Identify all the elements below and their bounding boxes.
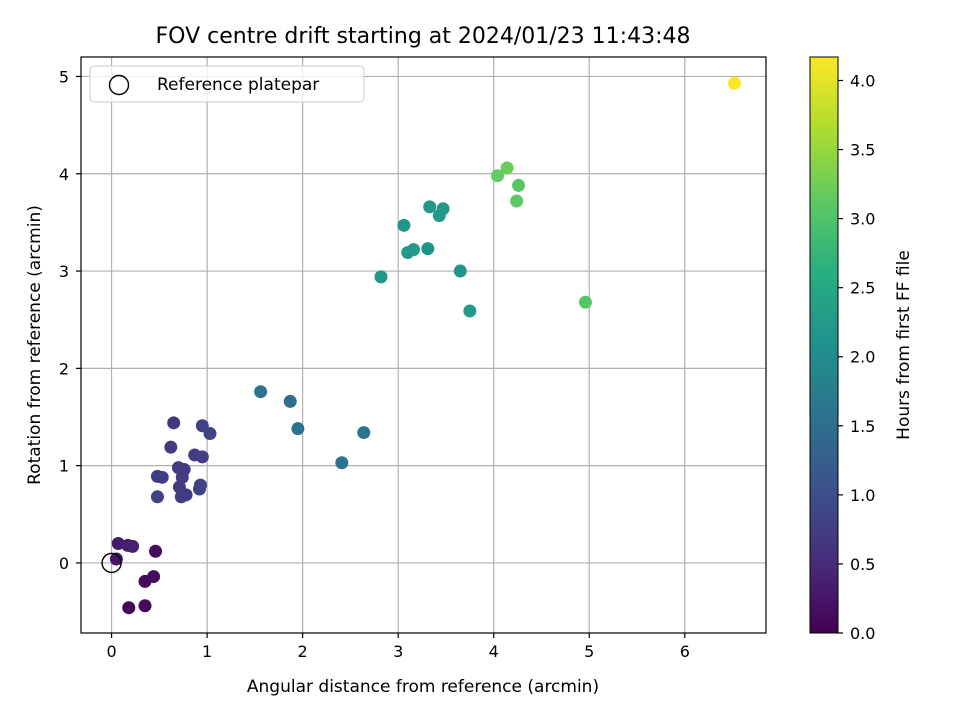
data-point bbox=[397, 218, 411, 232]
data-point bbox=[500, 161, 514, 175]
data-point bbox=[357, 426, 371, 440]
data-point bbox=[122, 601, 136, 615]
data-point bbox=[177, 463, 191, 477]
data-point bbox=[109, 552, 123, 566]
data-points bbox=[109, 76, 741, 615]
data-point bbox=[192, 482, 206, 496]
colorbar: 0.0 0.5 1.0 1.5 2.0 2.5 3.0 3.5 4.0 Hours from f… bbox=[809, 56, 914, 643]
data-point bbox=[167, 416, 181, 430]
x-tick-label: 0 bbox=[106, 642, 116, 661]
y-tick-label: 5 bbox=[59, 67, 69, 86]
data-point bbox=[463, 304, 477, 318]
colorbar-tick-label: 0.0 bbox=[850, 624, 875, 643]
colorbar-tick-label: 3.5 bbox=[850, 141, 875, 160]
grid-lines bbox=[81, 57, 766, 633]
data-point bbox=[510, 194, 524, 208]
y-axis-label: Rotation from reference (arcmin) bbox=[25, 205, 45, 485]
data-point bbox=[491, 169, 505, 183]
colorbar-tick-label: 3.0 bbox=[850, 210, 875, 229]
x-tick-label: 1 bbox=[202, 642, 212, 661]
colorbar-tick-label: 1.0 bbox=[850, 486, 875, 505]
legend-box bbox=[89, 65, 365, 103]
data-point bbox=[155, 470, 169, 484]
x-tick-label: 3 bbox=[393, 642, 403, 661]
colorbar-label: Hours from first FF file bbox=[894, 250, 914, 440]
y-tick-label: 4 bbox=[59, 165, 69, 184]
y-tick-label: 1 bbox=[59, 457, 69, 476]
legend: Reference platepar bbox=[89, 65, 365, 103]
plot-frame bbox=[80, 56, 767, 634]
reference-platepar-marker bbox=[101, 552, 122, 574]
y-axis-ticks: 0 1 2 3 4 5 bbox=[59, 67, 81, 573]
data-point bbox=[138, 599, 152, 613]
data-point bbox=[254, 385, 268, 399]
y-tick-label: 2 bbox=[59, 359, 69, 378]
data-point bbox=[421, 242, 435, 256]
colorbar-tick-label: 2.5 bbox=[850, 279, 875, 298]
colorbar-gradient bbox=[809, 56, 839, 634]
data-point bbox=[453, 264, 467, 278]
x-tick-label: 2 bbox=[298, 642, 308, 661]
x-axis-ticks: 0 1 2 3 4 5 6 bbox=[106, 633, 690, 661]
data-point bbox=[149, 544, 163, 558]
colorbar-tick-label: 2.0 bbox=[850, 348, 875, 367]
legend-label: Reference platepar bbox=[157, 75, 319, 95]
data-point bbox=[512, 178, 526, 192]
x-axis-label: Angular distance from reference (arcmin) bbox=[247, 677, 599, 697]
colorbar-ticks: 0.0 0.5 1.0 1.5 2.0 2.5 3.0 3.5 4.0 bbox=[838, 71, 875, 643]
legend-marker bbox=[108, 74, 130, 96]
data-point bbox=[203, 427, 217, 441]
data-point bbox=[150, 490, 164, 504]
data-point bbox=[406, 243, 420, 257]
data-point bbox=[195, 450, 209, 464]
data-point bbox=[727, 76, 741, 90]
x-tick-label: 6 bbox=[680, 642, 690, 661]
data-point bbox=[179, 488, 193, 502]
data-point bbox=[436, 202, 450, 216]
colorbar-tick-label: 0.5 bbox=[850, 555, 875, 574]
y-tick-label: 0 bbox=[59, 554, 69, 573]
data-point bbox=[335, 456, 349, 470]
data-point bbox=[374, 270, 388, 284]
data-point bbox=[147, 570, 161, 584]
data-point bbox=[283, 394, 297, 408]
colorbar-tick-label: 4.0 bbox=[850, 71, 875, 90]
y-tick-label: 3 bbox=[59, 262, 69, 281]
data-point bbox=[423, 200, 437, 214]
chart-title: FOV centre drift starting at 2024/01/23 … bbox=[156, 24, 691, 49]
colorbar-tick-label: 1.5 bbox=[850, 417, 875, 436]
data-point bbox=[578, 295, 592, 309]
data-point bbox=[291, 422, 305, 436]
x-tick-label: 4 bbox=[489, 642, 499, 661]
x-tick-label: 5 bbox=[584, 642, 594, 661]
data-point bbox=[164, 440, 178, 454]
data-point bbox=[126, 539, 140, 553]
